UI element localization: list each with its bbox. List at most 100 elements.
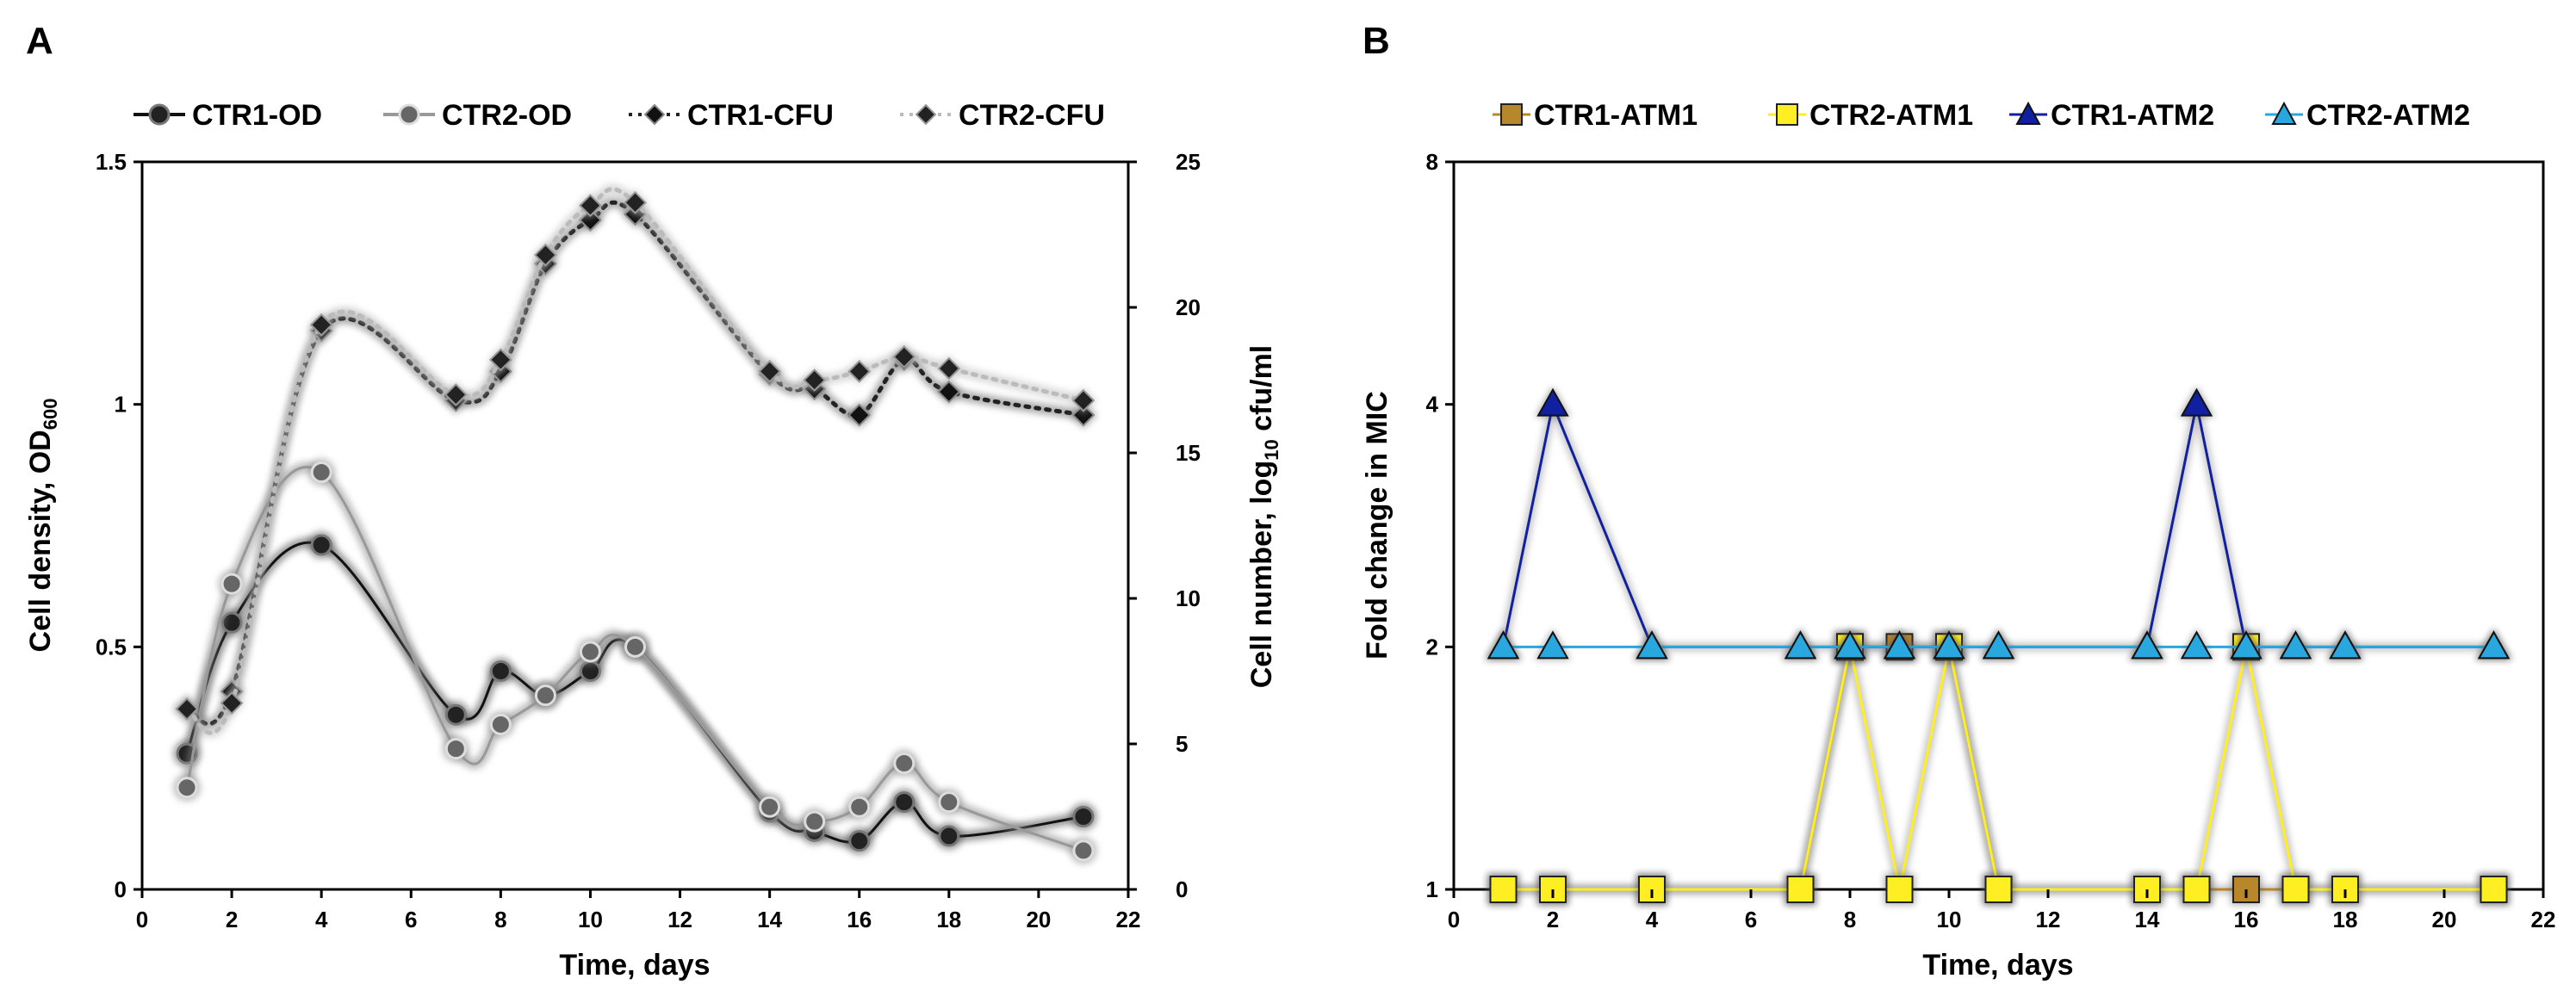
data-point bbox=[847, 403, 872, 427]
data-point bbox=[938, 791, 960, 814]
data-point bbox=[444, 703, 467, 726]
legend-label: CTR2-ATM2 bbox=[2306, 99, 2470, 132]
series-line-shadow bbox=[1503, 642, 2494, 894]
panel-b-letter: B bbox=[1362, 20, 1390, 62]
data-point bbox=[2230, 630, 2263, 660]
data-point bbox=[444, 382, 468, 406]
data-point bbox=[176, 777, 198, 799]
panel-b-plot-frame bbox=[1452, 160, 2545, 891]
x-tick-label: 4 bbox=[315, 907, 328, 932]
data-point bbox=[893, 753, 916, 775]
data-point bbox=[1072, 839, 1095, 862]
data-point bbox=[1536, 630, 1569, 660]
x-tick-label: 16 bbox=[2234, 907, 2259, 932]
legend-label: CTR1-ATM1 bbox=[1534, 99, 1698, 132]
series-line-shadow bbox=[1499, 389, 2494, 652]
data-point bbox=[1071, 403, 1096, 427]
x-tick-label: 0 bbox=[136, 907, 148, 932]
y2-tick-label: 25 bbox=[1176, 149, 1201, 175]
data-point bbox=[1786, 876, 1815, 903]
series-line bbox=[184, 187, 1086, 735]
data-point bbox=[2131, 630, 2163, 660]
data-point bbox=[1487, 630, 1520, 660]
data-point bbox=[937, 356, 961, 381]
y-tick-label: 0 bbox=[115, 876, 127, 902]
panel-b-y-axis-title: Fold change in MIC bbox=[1361, 391, 1394, 660]
panel-a: A CTR1-OD CTR2-OD CTR1-CFU CTR2-CFU 0 2 4 6 8 10… bbox=[24, 20, 1282, 982]
legend-marker bbox=[915, 103, 937, 126]
legend-marker bbox=[148, 103, 171, 126]
data-point bbox=[1489, 876, 1518, 903]
panel-a-plot-frame bbox=[140, 160, 1130, 891]
data-point bbox=[2180, 630, 2213, 660]
data-point bbox=[1784, 630, 1817, 660]
x-tick-label: 2 bbox=[226, 907, 238, 932]
data-point bbox=[488, 348, 512, 372]
x-tick-label: 18 bbox=[2333, 907, 2358, 932]
data-point bbox=[2281, 876, 2310, 903]
legend-marker bbox=[1500, 103, 1523, 126]
data-point bbox=[848, 796, 871, 818]
panel-a-letter: A bbox=[26, 20, 53, 62]
data-point bbox=[1984, 876, 2013, 903]
data-point bbox=[893, 791, 916, 814]
x-tick-label: 6 bbox=[1745, 907, 1757, 932]
x-tick-label: 8 bbox=[1844, 907, 1856, 932]
data-point bbox=[847, 359, 872, 383]
legend-label: CTR1-OD bbox=[192, 99, 322, 132]
panel-a-series bbox=[173, 183, 1097, 864]
data-point bbox=[310, 461, 332, 484]
data-point bbox=[220, 573, 243, 595]
data-point bbox=[2279, 630, 2312, 660]
legend-marker bbox=[2271, 101, 2297, 125]
panel-a-y2-axis-title-sub: 10 bbox=[1261, 439, 1282, 460]
panel-a-ticks: 0 2 4 6 8 10 12 14 16 18 20 22 0 0.5 1 1.5 0 5 10 15 20 25 bbox=[96, 149, 1201, 932]
x-tick-label: 0 bbox=[1448, 907, 1460, 932]
data-point bbox=[1883, 630, 1916, 660]
panel-a-y2-axis-title-post: cfu/ml bbox=[1245, 345, 1278, 440]
x-tick-label: 20 bbox=[2432, 907, 2457, 932]
data-point bbox=[2182, 876, 2211, 903]
x-tick-label: 10 bbox=[1937, 907, 1962, 932]
y2-tick-label: 10 bbox=[1176, 585, 1201, 611]
x-tick-label: 16 bbox=[847, 907, 872, 932]
x-tick-label: 18 bbox=[936, 907, 961, 932]
legend-label: CTR1-CFU bbox=[687, 99, 834, 132]
panel-a-y2-axis-title-pre: Cell number, log bbox=[1245, 461, 1278, 688]
data-point bbox=[1933, 630, 1965, 660]
data-point bbox=[803, 369, 827, 392]
x-tick-label: 14 bbox=[2135, 907, 2160, 932]
y-tick-label: 0.5 bbox=[96, 634, 127, 660]
data-point bbox=[892, 345, 916, 369]
panel-b-legend: CTR1-ATM1 CTR2-ATM1 CTR1-ATM2 CTR2-ATM2 bbox=[1493, 99, 2470, 132]
data-point bbox=[759, 796, 781, 818]
panel-b: B CTR1-ATM1 CTR2-ATM1 CTR1-ATM2 CTR2-ATM2 0… bbox=[1361, 20, 2555, 982]
x-tick-label: 14 bbox=[757, 907, 782, 932]
y-tick-label: 1.5 bbox=[96, 149, 127, 175]
y-tick-label: 8 bbox=[1426, 149, 1438, 175]
data-point bbox=[489, 713, 512, 735]
y-tick-label: 1 bbox=[115, 392, 127, 418]
data-point bbox=[1636, 630, 1668, 660]
data-point bbox=[758, 359, 782, 383]
y-tick-label: 4 bbox=[1426, 392, 1439, 418]
panel-a-y-axis-title: Cell density, OD600 bbox=[24, 399, 61, 653]
legend-label: CTR2-OD bbox=[442, 99, 572, 132]
x-tick-label: 12 bbox=[2036, 907, 2061, 932]
series-line bbox=[1503, 645, 2494, 891]
data-point bbox=[1885, 876, 1914, 903]
data-point bbox=[624, 190, 647, 214]
data-point bbox=[579, 194, 602, 218]
y2-tick-label: 5 bbox=[1176, 731, 1188, 757]
x-tick-label: 20 bbox=[1026, 907, 1051, 932]
legend-label: CTR2-ATM1 bbox=[1809, 99, 1973, 132]
series-line bbox=[1503, 647, 2494, 891]
data-point bbox=[489, 660, 512, 682]
data-point bbox=[175, 697, 199, 721]
data-point bbox=[2477, 630, 2511, 660]
data-point bbox=[533, 243, 557, 267]
data-point bbox=[624, 635, 646, 658]
x-tick-label: 10 bbox=[578, 907, 603, 932]
x-tick-label: 22 bbox=[1116, 907, 1141, 932]
